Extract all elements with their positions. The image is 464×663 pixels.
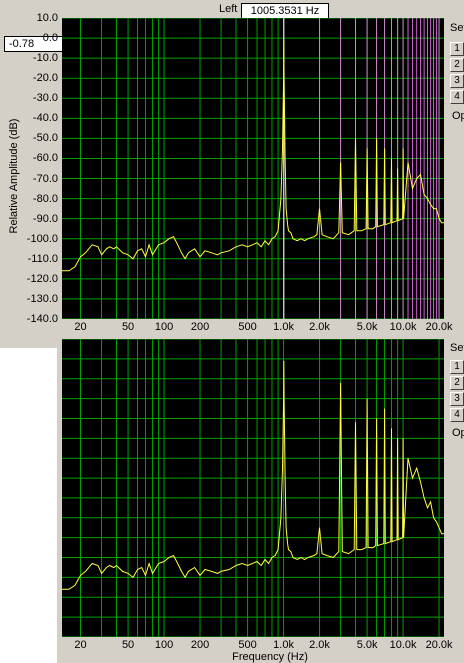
x-axis-title: Frequency (Hz) (232, 651, 308, 663)
grid-lines (62, 18, 444, 319)
x-tick-label: 500 (238, 321, 257, 333)
set-button-2-top[interactable]: 2 (450, 58, 464, 72)
y-tick-label: -30.0 (32, 92, 58, 105)
x-tick-label: 500 (238, 639, 257, 651)
x-tick-label: 2.0k (309, 639, 330, 651)
set-button-1-bottom[interactable]: 1 (450, 360, 464, 374)
set-button-4-bottom[interactable]: 4 (450, 408, 464, 422)
x-tick-label: 50 (121, 639, 135, 651)
y-tick-label: -60.0 (32, 152, 58, 165)
x-tick-label: 20.0k (425, 639, 453, 651)
x-tick-label: 1.0k (273, 321, 294, 333)
y-tick-label: -50.0 (32, 132, 58, 145)
y-tick-label: -20.0 (32, 72, 58, 85)
y-tick-label: -10.0 (32, 52, 58, 65)
set-button-4-top[interactable]: 4 (450, 90, 464, 104)
x-tick-label: 10.0k (389, 639, 417, 651)
set-button-3-top[interactable]: 3 (450, 74, 464, 88)
x-tick-label: 20.0k (425, 321, 453, 333)
x-tick-label: 5.0k (356, 639, 378, 651)
x-tick-label: 20 (74, 321, 87, 333)
x-tick-label: 50 (121, 321, 135, 333)
x-tick-label: 10.0k (389, 321, 417, 333)
x-tick-label: 200 (190, 321, 210, 333)
x-tick-label: 2.0k (309, 321, 330, 333)
set-button-1-top[interactable]: 1 (450, 42, 464, 56)
set-button-3-bottom[interactable]: 3 (450, 392, 464, 406)
spectrum-trace (62, 360, 444, 590)
y-tick-label: -140.0 (26, 313, 58, 325)
op-button-top[interactable]: Op (452, 110, 464, 122)
y-tick-label: -70.0 (32, 172, 58, 185)
y-tick-label: -40.0 (32, 112, 58, 125)
x-tick-label: 100 (154, 639, 174, 651)
grid-lines (62, 339, 444, 637)
bottom-spectrum-svg (62, 339, 444, 637)
amplitude-readout[interactable]: -0.78 (4, 36, 68, 52)
x-tick-label: 20 (74, 639, 87, 651)
y-tick-label: -120.0 (26, 272, 58, 285)
y-tick-label: 10.0 (36, 12, 58, 24)
set-button-2-bottom[interactable]: 2 (450, 376, 464, 390)
y-tick-label: -100.0 (26, 232, 58, 245)
y-tick-label: -90.0 (32, 212, 58, 225)
x-tick-label: 5.0k (356, 321, 378, 333)
x-tick-label: 100 (154, 321, 174, 333)
x-tick-label: 200 (190, 639, 210, 651)
y-tick-label: -110.0 (27, 252, 58, 265)
top-spectrum-plot[interactable] (62, 18, 444, 319)
top-spectrum-svg (62, 18, 444, 319)
y-tick-label: -130.0 (26, 292, 58, 305)
bottom-spectrum-plot[interactable] (62, 339, 444, 637)
spectrum-trace (62, 40, 444, 272)
x-tick-label: 1.0k (273, 639, 294, 651)
channel-label: Left (219, 3, 238, 15)
set-label-bottom: Set (450, 342, 464, 354)
set-label-top: Set (450, 22, 464, 34)
op-button-bottom[interactable]: Op (452, 427, 464, 439)
y-tick-label: 0.0 (42, 32, 58, 45)
y-tick-label: -80.0 (32, 192, 58, 205)
frequency-readout[interactable]: 1005.3531 Hz (241, 3, 329, 19)
